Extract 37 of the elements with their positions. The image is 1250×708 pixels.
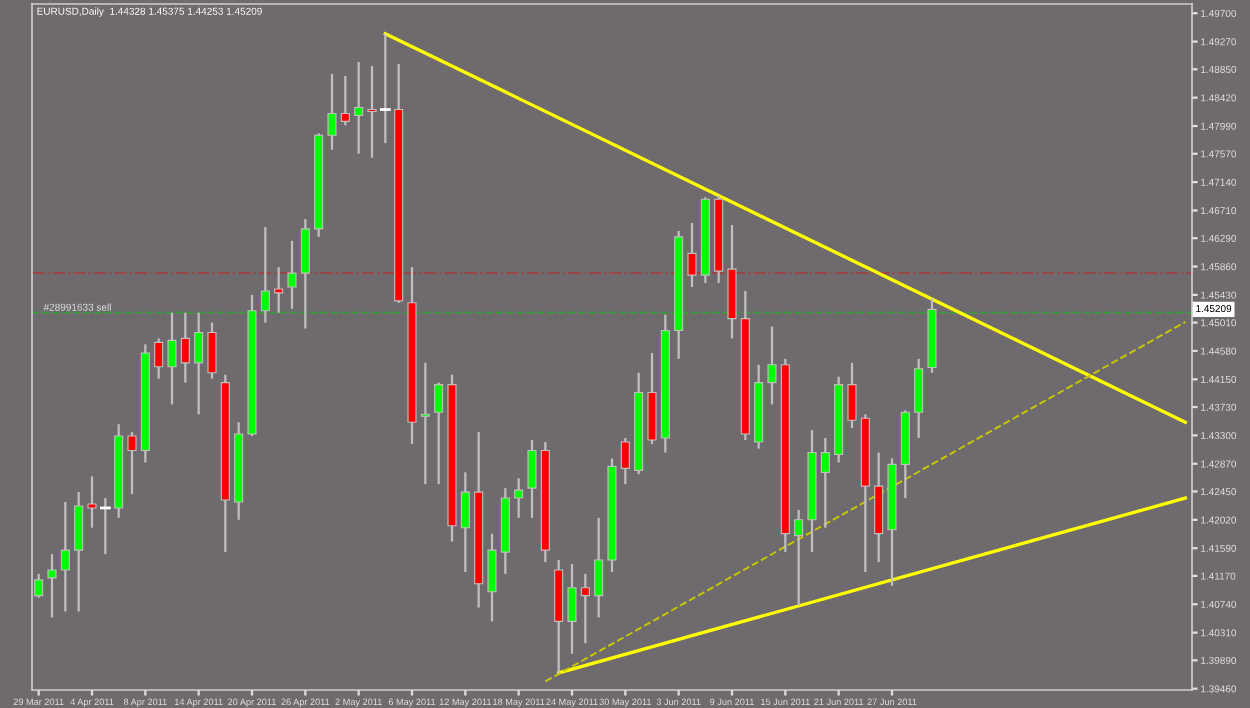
candlestick: [274, 266, 284, 314]
candlestick: [300, 217, 310, 330]
candlestick: [367, 64, 377, 159]
candlestick: [527, 438, 537, 519]
candlestick: [327, 72, 337, 151]
candlestick: [287, 239, 297, 310]
candlestick: [647, 351, 657, 446]
candlestick: [767, 325, 777, 406]
candlestick: [34, 572, 44, 599]
candlestick: [914, 357, 924, 440]
candlestick: [620, 436, 630, 486]
candlestick: [74, 491, 84, 613]
candlestick: [514, 477, 524, 519]
candlestick: [434, 381, 444, 486]
candlestick: [874, 451, 884, 564]
candlestick: [847, 361, 857, 430]
candlestick: [47, 553, 57, 619]
candlestick: [594, 516, 604, 619]
candlestick: [820, 436, 830, 529]
candlestick: [420, 361, 430, 486]
candlestick: [567, 562, 577, 655]
candlestick: [87, 475, 97, 529]
candlestick: [60, 500, 70, 613]
candlestick: [207, 321, 217, 380]
candlestick: [180, 311, 190, 384]
candlestick: [154, 337, 164, 380]
candlestick: [260, 225, 270, 324]
candlestick: [487, 532, 497, 623]
candlestick: [354, 60, 364, 155]
candlestick: [167, 311, 177, 406]
candlestick: [127, 430, 137, 496]
candlestick: [580, 572, 590, 645]
candlestick: [794, 508, 804, 607]
candlestick: [340, 74, 350, 127]
candlestick: [460, 471, 470, 574]
candlestick: [194, 311, 204, 416]
candlestick: [687, 221, 697, 289]
